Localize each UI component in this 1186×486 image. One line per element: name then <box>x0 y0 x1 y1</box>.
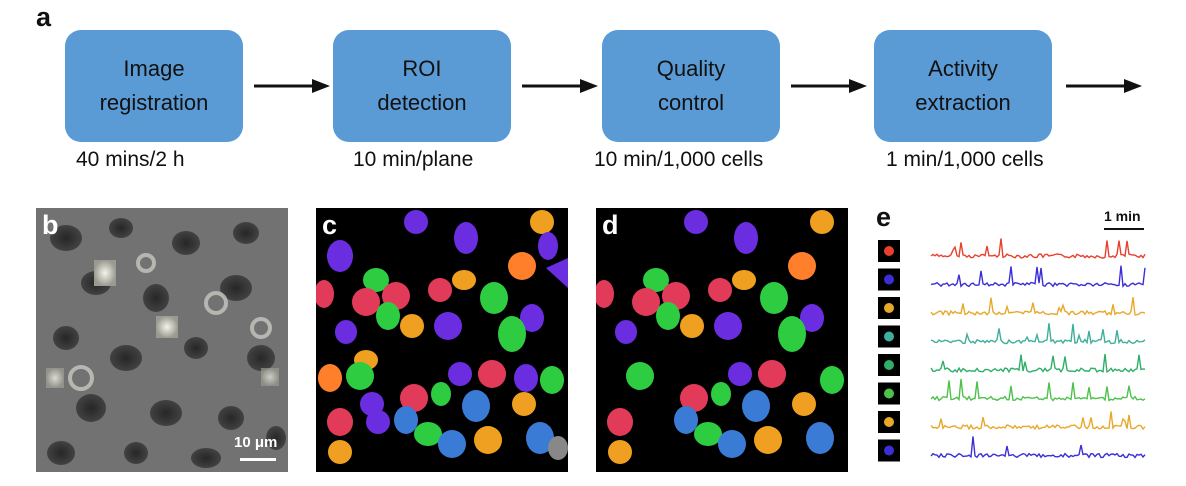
scalebar <box>240 458 276 461</box>
activity-trace <box>930 238 1146 259</box>
step-time: 10 min/plane <box>353 148 474 171</box>
activity-trace <box>930 323 1146 345</box>
panel-label-b: b <box>42 210 59 240</box>
step-label: ROI detection <box>377 56 467 115</box>
panel-label-e: e <box>876 202 892 232</box>
activity-trace <box>930 378 1146 402</box>
step-label: Image registration <box>99 56 209 115</box>
step-time: 1 min/1,000 cells <box>886 148 1044 171</box>
scalebar-label: 10 μm <box>234 434 278 451</box>
activity-trace <box>930 353 1146 374</box>
microscopy-texture <box>36 208 288 472</box>
step-time: 10 min/1,000 cells <box>594 148 764 171</box>
step-roi-detection: ROI detection <box>333 30 511 142</box>
arrow-icon <box>791 79 867 93</box>
roi-thumbnail-mask <box>884 360 894 370</box>
step-time: 40 mins/2 h <box>76 148 185 171</box>
arrow-icon <box>254 79 330 93</box>
activity-trace <box>930 411 1146 431</box>
roi-thumbnail-mask <box>884 303 894 313</box>
roi-thumbnail-mask <box>884 331 894 342</box>
activity-trace <box>930 297 1146 317</box>
step-label: Quality control <box>656 56 726 115</box>
roi-thumbnail-mask <box>884 246 894 256</box>
quality-control-image: d <box>596 208 848 472</box>
arrow-icon <box>522 79 598 93</box>
step-activity-extraction: Activity extraction <box>874 30 1052 142</box>
curated-roi-masks <box>596 210 844 464</box>
activity-traces <box>878 238 1146 462</box>
roi-thumbnail-mask <box>884 274 894 285</box>
activity-trace <box>930 265 1146 288</box>
roi-detection-image: c <box>316 208 568 472</box>
roi-thumbnail-mask <box>884 445 894 456</box>
microscopy-image: b 10 μm <box>36 208 288 472</box>
step-label: Activity extraction <box>915 56 1011 115</box>
panel-label-a: a <box>36 2 52 32</box>
panel-label-d: d <box>602 210 619 240</box>
roi-thumbnail-mask <box>884 388 894 399</box>
roi-thumbnail-mask <box>884 417 894 427</box>
step-quality-control: Quality control <box>602 30 780 142</box>
time-scale-label: 1 min <box>1104 208 1141 224</box>
arrow-icon <box>1066 79 1142 93</box>
step-image-registration: Image registration <box>65 30 243 142</box>
panel-label-c: c <box>322 210 338 240</box>
time-scale-bar <box>1104 228 1144 230</box>
roi-masks <box>316 210 568 464</box>
activity-trace <box>930 436 1146 459</box>
